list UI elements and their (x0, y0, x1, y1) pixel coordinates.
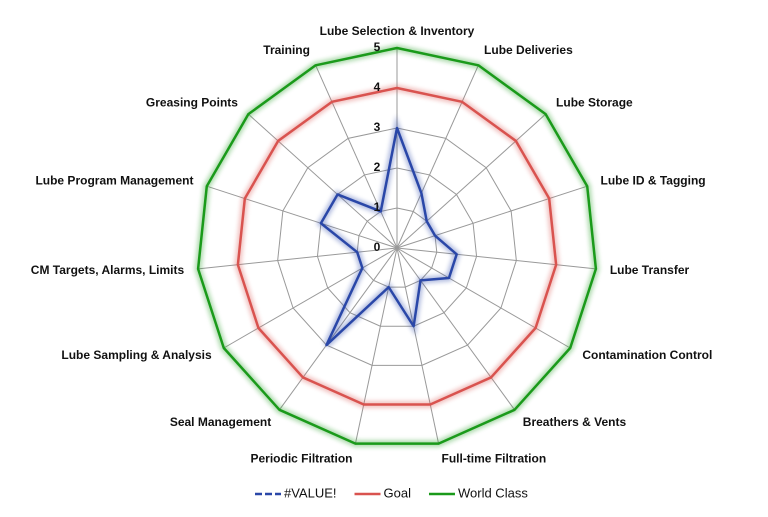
series-line (319, 126, 458, 347)
spoke (396, 247, 571, 349)
category-label: Lube Deliveries (484, 43, 573, 57)
category-label: Lube Program Management (35, 173, 193, 187)
grid-ring (277, 127, 517, 366)
legend-label: Goal (384, 485, 412, 500)
spoke (396, 113, 546, 249)
spoke (396, 65, 479, 249)
spoke (248, 113, 398, 249)
category-label: Lube Selection & Inventory (320, 24, 475, 38)
category-label: Lube ID & Tagging (601, 173, 706, 187)
spoke (396, 247, 515, 411)
spoke (223, 247, 398, 349)
category-label: Contamination Control (582, 348, 712, 362)
category-label: Full-time Filtration (441, 451, 546, 465)
category-label: CM Targets, Alarms, Limits (31, 263, 185, 277)
tick-label: 3 (374, 120, 381, 134)
category-label: Training (263, 43, 310, 57)
spoke (396, 247, 596, 270)
spoke (354, 247, 398, 444)
category-label: Breathers & Vents (523, 415, 627, 429)
legend-label: #VALUE! (284, 485, 337, 500)
category-label: Greasing Points (146, 96, 238, 110)
tick-label: 4 (374, 80, 381, 94)
tick-label: 2 (374, 160, 381, 174)
series-line (196, 46, 598, 445)
spoke (198, 247, 398, 270)
category-label: Periodic Filtration (250, 451, 352, 465)
tick-label: 0 (374, 240, 381, 254)
spoke (315, 65, 398, 249)
legend: #VALUE! Goal World Class (255, 485, 528, 500)
series-layer (194, 44, 600, 448)
spoke (279, 247, 398, 411)
category-label: Lube Storage (556, 96, 633, 110)
spoke (396, 185, 588, 249)
spoke (396, 247, 440, 444)
tick-label: 1 (374, 200, 381, 214)
category-label: Lube Sampling & Analysis (61, 348, 212, 362)
category-label: Seal Management (170, 415, 271, 429)
labels: 0 1 2 3 4 5 Lube Selection & Inventory Lube Del… (31, 24, 713, 465)
tick-label: 5 (374, 40, 381, 54)
series-line (236, 86, 558, 406)
legend-label: World Class (458, 485, 528, 500)
spoke (206, 185, 398, 249)
category-label: Lube Transfer (610, 263, 690, 277)
